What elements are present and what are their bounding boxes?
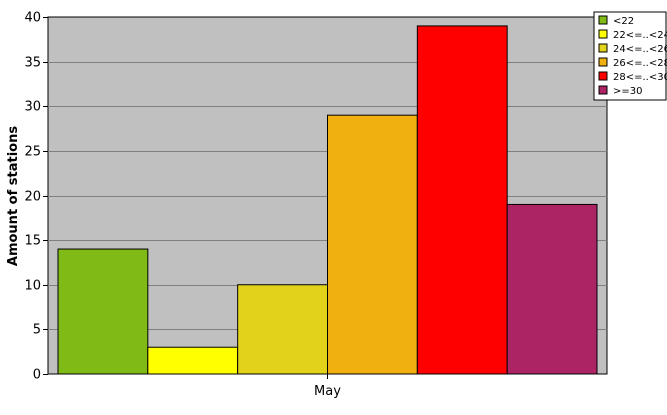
legend-swatch [598, 43, 608, 53]
legend-swatch [598, 57, 608, 67]
legend-swatch [598, 29, 608, 39]
y-tick-label: 25 [24, 145, 41, 160]
bar [327, 114, 418, 375]
y-tick-label: 20 [24, 190, 41, 205]
legend-label: >=30 [613, 86, 642, 97]
bar [506, 203, 598, 375]
legend-label: 24<=..<26 [613, 44, 667, 55]
legend: <22 22<=..<24 24<=..<26 26<=..<28 28<=..<30 >… [593, 11, 667, 101]
y-tick-label: 15 [24, 234, 41, 249]
y-tick-label: 35 [24, 56, 41, 71]
legend-label: 26<=..<28 [613, 58, 667, 69]
legend-label: 28<=..<30 [613, 72, 667, 83]
legend-label: 22<=..<24 [613, 30, 667, 41]
legend-swatch [598, 85, 608, 95]
y-tick-label: 0 [33, 368, 41, 383]
y-axis-title: Amount of stations [6, 126, 21, 266]
y-tick-label: 30 [24, 100, 41, 115]
legend-swatch [598, 71, 608, 81]
legend-box [593, 11, 667, 101]
bar [416, 25, 508, 375]
bar [57, 248, 149, 375]
legend-swatch [598, 15, 608, 25]
x-tick-label: May [314, 384, 341, 399]
bars [57, 25, 598, 375]
bar [147, 346, 239, 375]
y-axis-ticks: 0 5 10 15 20 25 30 35 40 [24, 11, 48, 383]
x-axis-ticks: May [314, 374, 341, 399]
bar [237, 284, 329, 375]
y-tick-label: 5 [33, 323, 41, 338]
legend-label: <22 [613, 16, 634, 27]
y-tick-label: 40 [24, 11, 41, 26]
y-tick-label: 10 [24, 279, 41, 294]
